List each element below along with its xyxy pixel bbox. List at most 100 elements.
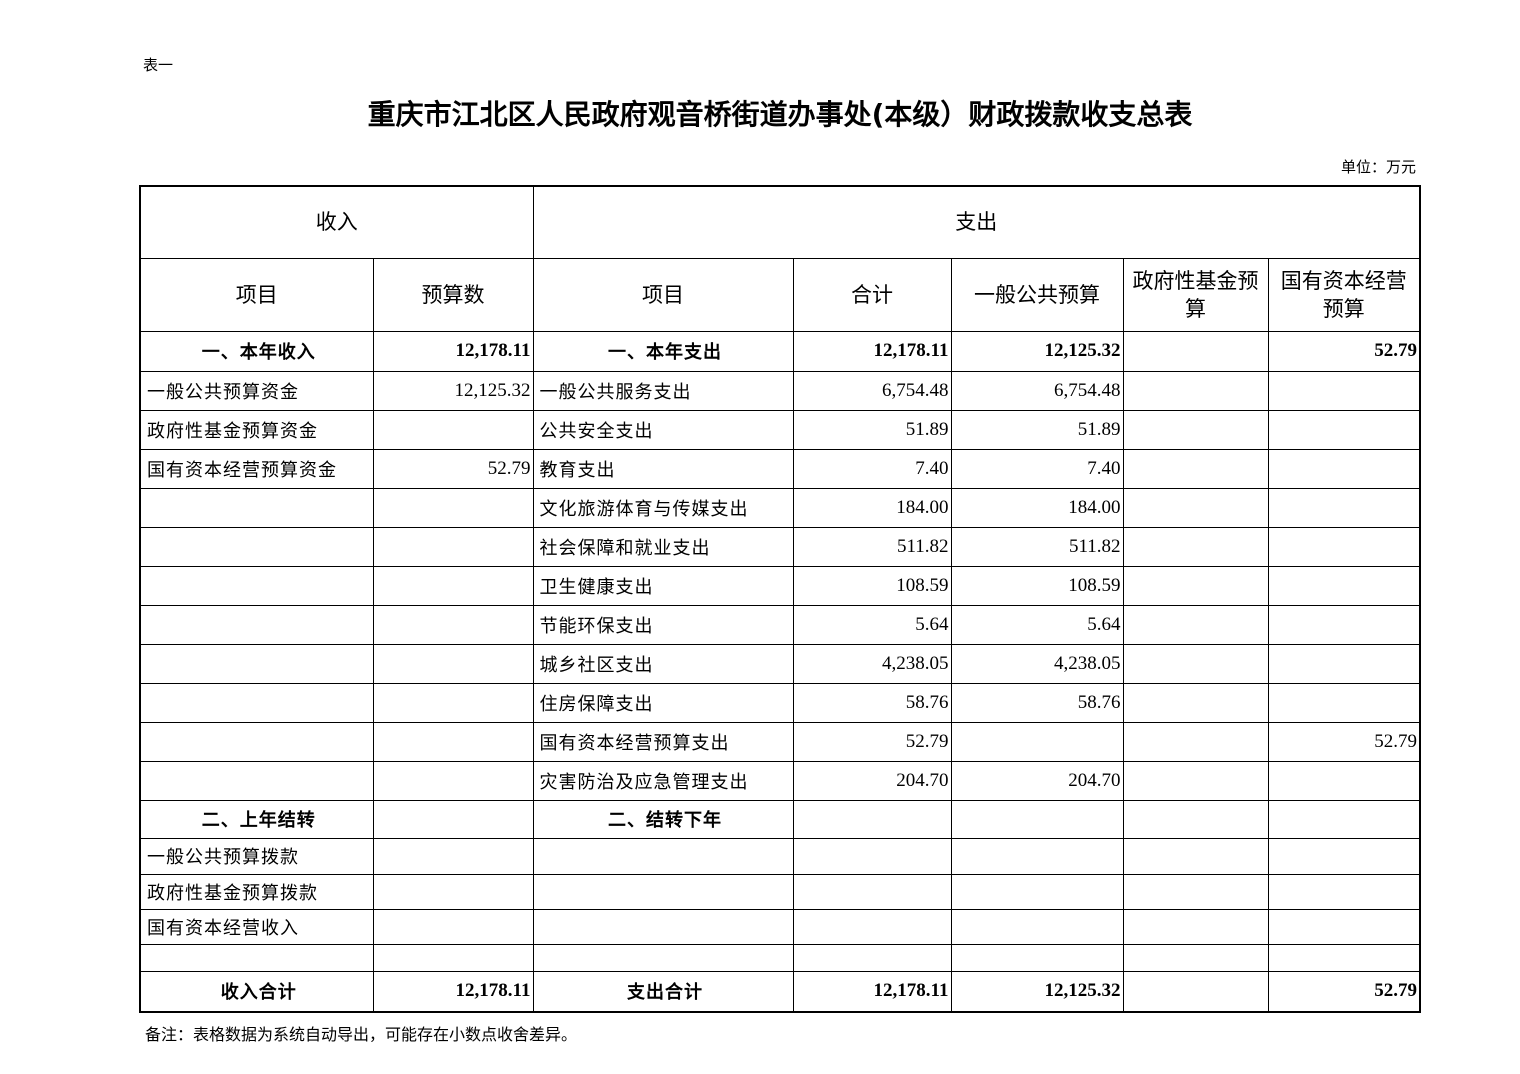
col-gov-fund: 政府性基金预算 [1122,257,1269,332]
cell-income-item [139,943,374,972]
cell-state-capital-budget: 52.79 [1267,330,1421,372]
cell-expenditure-total: 108.59 [792,565,952,606]
cell-state-capital-budget [1267,943,1421,972]
cell-general-budget: 12,125.32 [950,330,1124,372]
cell-gov-fund-budget [1122,908,1269,945]
table-row: 一、本年收入 12,178.11 一、本年支出 12,178.11 12,125.32 5… [139,330,1421,372]
cell-income-budget [372,943,534,972]
table-row: 政府性基金预算资金 公共安全支出 51.89 51.89 [139,409,1421,450]
cell-gov-fund-budget [1122,643,1269,684]
cell-expenditure-item: 文化旅游体育与传媒支出 [532,487,794,528]
cell-expenditure-total: 511.82 [792,526,952,567]
cell-income-item [139,643,374,684]
cell-state-capital-budget [1267,604,1421,645]
cell-gov-fund-budget [1122,448,1269,489]
cell-income-budget [372,526,534,567]
table-row: 文化旅游体育与传媒支出 184.00 184.00 [139,487,1421,528]
cell-expenditure-total: 51.89 [792,409,952,450]
cell-income-item [139,487,374,528]
cell-general-budget [950,799,1124,839]
cell-expenditure-total: 58.76 [792,682,952,723]
table-row: 一般公共预算资金 12,125.32 一般公共服务支出 6,754.48 6,754.4… [139,370,1421,411]
cell-state-capital-budget [1267,448,1421,489]
cell-expenditure-item: 二、结转下年 [532,799,794,839]
cell-expenditure-item [532,908,794,945]
col-exp-item: 项目 [532,257,794,332]
cell-general-budget: 511.82 [950,526,1124,567]
footnote: 备注：表格数据为系统自动导出，可能存在小数点收舍差异。 [145,1025,578,1044]
cell-gov-fund-budget [1122,565,1269,606]
cell-income-item: 二、上年结转 [139,799,374,839]
cell-income-budget [372,487,534,528]
cell-income-budget [372,837,534,875]
cell-expenditure-item: 支出合计 [532,970,794,1013]
cell-gov-fund-budget [1122,837,1269,875]
cell-gov-fund-budget [1122,721,1269,762]
cell-state-capital-budget [1267,487,1421,528]
table-row: 国有资本经营预算资金 52.79 教育支出 7.40 7.40 [139,448,1421,489]
unit-label: 单位：万元 [1340,158,1416,176]
cell-expenditure-total: 7.40 [792,448,952,489]
cell-income-budget [372,721,534,762]
cell-state-capital-budget [1267,799,1421,839]
cell-general-budget: 5.64 [950,604,1124,645]
cell-expenditure-item: 社会保障和就业支出 [532,526,794,567]
cell-income-budget: 12,178.11 [372,330,534,372]
cell-gov-fund-budget [1122,943,1269,972]
budget-table: 收入 支出 项目 预算数 项目 合计 一般公共预算 政府性基金预算 国有资本经营… [139,185,1421,1013]
cell-gov-fund-budget [1122,873,1269,910]
cell-income-item [139,604,374,645]
cell-income-item [139,721,374,762]
cell-expenditure-item [532,873,794,910]
table-row: 灾害防治及应急管理支出 204.70 204.70 [139,760,1421,801]
cell-income-budget [372,565,534,606]
cell-income-budget [372,908,534,945]
cell-income-item [139,760,374,801]
cell-state-capital-budget: 52.79 [1267,970,1421,1013]
cell-income-item: 政府性基金预算资金 [139,409,374,450]
cell-general-budget: 51.89 [950,409,1124,450]
cell-expenditure-total: 12,178.11 [792,970,952,1013]
cell-state-capital-budget [1267,409,1421,450]
cell-general-budget: 204.70 [950,760,1124,801]
cell-expenditure-total: 4,238.05 [792,643,952,684]
cell-income-item [139,682,374,723]
cell-expenditure-item: 公共安全支出 [532,409,794,450]
cell-income-budget [372,682,534,723]
cell-gov-fund-budget [1122,799,1269,839]
cell-gov-fund-budget [1122,487,1269,528]
cell-income-budget [372,760,534,801]
cell-general-budget: 108.59 [950,565,1124,606]
cell-expenditure-total [792,908,952,945]
cell-expenditure-total [792,799,952,839]
cell-income-budget: 12,178.11 [372,970,534,1013]
cell-general-budget [950,943,1124,972]
cell-state-capital-budget [1267,837,1421,875]
cell-expenditure-item: 灾害防治及应急管理支出 [532,760,794,801]
cell-income-budget [372,604,534,645]
table-row [139,943,1421,972]
cell-income-item: 政府性基金预算拨款 [139,873,374,910]
cell-gov-fund-budget [1122,682,1269,723]
cell-gov-fund-budget [1122,409,1269,450]
cell-state-capital-budget [1267,565,1421,606]
table-row: 卫生健康支出 108.59 108.59 [139,565,1421,606]
col-income-budget: 预算数 [372,257,534,332]
cell-general-budget: 4,238.05 [950,643,1124,684]
cell-gov-fund-budget [1122,760,1269,801]
cell-income-item [139,526,374,567]
cell-income-item: 国有资本经营收入 [139,908,374,945]
table-row: 二、上年结转 二、结转下年 [139,799,1421,839]
cell-state-capital-budget [1267,908,1421,945]
col-general-budget: 一般公共预算 [950,257,1124,332]
cell-income-item [139,565,374,606]
cell-income-budget [372,873,534,910]
income-header: 收入 [139,185,534,259]
cell-expenditure-total: 184.00 [792,487,952,528]
header-row-2: 项目 预算数 项目 合计 一般公共预算 政府性基金预算 国有资本经营预算 [139,257,1421,332]
cell-general-budget: 6,754.48 [950,370,1124,411]
cell-general-budget [950,837,1124,875]
cell-income-budget: 12,125.32 [372,370,534,411]
cell-gov-fund-budget [1122,970,1269,1013]
cell-expenditure-item [532,943,794,972]
